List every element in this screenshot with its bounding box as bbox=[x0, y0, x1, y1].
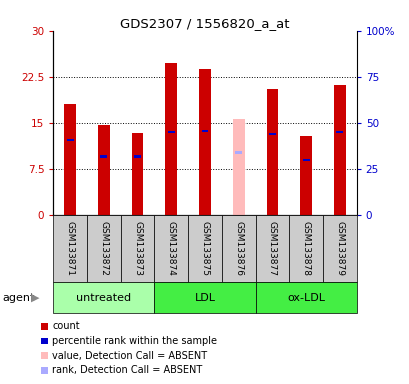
Bar bbox=[336, 131, 342, 133]
Bar bbox=[333, 85, 345, 215]
Bar bbox=[67, 139, 73, 141]
Bar bbox=[154, 215, 188, 282]
Bar bbox=[199, 69, 210, 215]
Text: GSM133872: GSM133872 bbox=[99, 221, 108, 276]
Bar bbox=[302, 159, 309, 161]
Bar bbox=[87, 215, 120, 282]
Bar bbox=[235, 151, 241, 154]
Bar bbox=[64, 104, 76, 215]
Bar bbox=[255, 215, 289, 282]
Bar bbox=[165, 63, 177, 215]
Text: GSM133874: GSM133874 bbox=[166, 221, 175, 276]
Bar bbox=[268, 133, 275, 135]
Text: rank, Detection Call = ABSENT: rank, Detection Call = ABSENT bbox=[52, 365, 202, 375]
Text: value, Detection Call = ABSENT: value, Detection Call = ABSENT bbox=[52, 351, 207, 361]
Text: GSM133871: GSM133871 bbox=[65, 221, 74, 276]
Text: agent: agent bbox=[2, 293, 34, 303]
Bar bbox=[255, 282, 356, 313]
Bar bbox=[322, 215, 356, 282]
Bar bbox=[201, 130, 208, 132]
Bar bbox=[289, 215, 322, 282]
Text: LDL: LDL bbox=[194, 293, 215, 303]
Bar bbox=[188, 215, 221, 282]
Bar bbox=[100, 156, 107, 158]
Text: ▶: ▶ bbox=[31, 293, 39, 303]
Text: percentile rank within the sample: percentile rank within the sample bbox=[52, 336, 217, 346]
Text: GSM133876: GSM133876 bbox=[234, 221, 243, 276]
Bar bbox=[53, 215, 87, 282]
Text: GSM133878: GSM133878 bbox=[301, 221, 310, 276]
Text: count: count bbox=[52, 321, 80, 331]
Text: untreated: untreated bbox=[76, 293, 131, 303]
Bar bbox=[120, 215, 154, 282]
Text: GSM133879: GSM133879 bbox=[335, 221, 344, 276]
Bar bbox=[168, 131, 174, 133]
Text: GSM133875: GSM133875 bbox=[200, 221, 209, 276]
Bar bbox=[232, 119, 244, 215]
Bar bbox=[299, 136, 311, 215]
Text: ox-LDL: ox-LDL bbox=[286, 293, 324, 303]
Bar bbox=[98, 125, 110, 215]
Bar bbox=[131, 133, 143, 215]
Text: GSM133873: GSM133873 bbox=[133, 221, 142, 276]
Bar bbox=[134, 156, 141, 158]
Bar bbox=[221, 215, 255, 282]
Title: GDS2307 / 1556820_a_at: GDS2307 / 1556820_a_at bbox=[120, 17, 289, 30]
Bar bbox=[53, 282, 154, 313]
Bar bbox=[266, 89, 278, 215]
Bar bbox=[154, 282, 255, 313]
Text: GSM133877: GSM133877 bbox=[267, 221, 276, 276]
